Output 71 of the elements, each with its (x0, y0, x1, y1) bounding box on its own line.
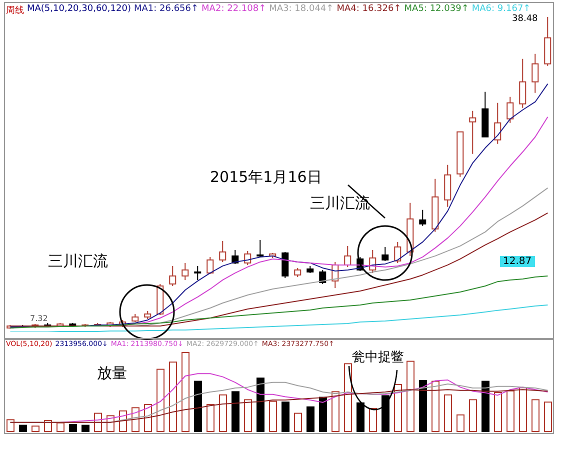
bar (244, 399, 252, 432)
bar (194, 380, 202, 432)
bar (356, 402, 364, 432)
annotation: 7.32 (30, 314, 48, 323)
candlestick (482, 91, 489, 138)
bar (69, 424, 77, 432)
candlestick (194, 265, 202, 280)
bar (32, 426, 40, 432)
text: MA4: 16.326↑ (336, 4, 402, 16)
bar (494, 392, 502, 432)
bar (182, 352, 190, 432)
text: MA2: 22.108↑ (202, 4, 266, 16)
bar (232, 391, 240, 432)
candlestick (519, 58, 526, 108)
text: MA3: 18.044↑ (269, 4, 334, 16)
candlestick (532, 53, 539, 94)
bar (432, 380, 440, 432)
bar (44, 420, 52, 432)
candlestick (419, 209, 426, 226)
bar (206, 404, 214, 432)
bar (369, 408, 377, 432)
annotation: 三川汇流 (48, 252, 108, 271)
candlestick (182, 262, 189, 280)
bar (269, 400, 277, 432)
bar (256, 378, 264, 432)
candlestick (432, 178, 439, 232)
bar (219, 394, 227, 432)
candlestick (256, 239, 264, 258)
bar (6, 419, 14, 432)
candlestick (219, 240, 226, 262)
bar (319, 396, 327, 432)
annotation: 12.87 (500, 256, 535, 267)
bar (506, 390, 514, 432)
bar (382, 395, 390, 432)
bar (469, 399, 477, 432)
candlestick (494, 102, 502, 144)
bar (294, 412, 302, 432)
bar (519, 387, 527, 432)
text: MA5: 12.039↑ (404, 4, 469, 16)
annotation: 瓮中捉鳖 (352, 349, 404, 366)
bar (306, 406, 314, 432)
chart-title: 周线 (6, 4, 24, 17)
bar (456, 414, 464, 432)
bar (406, 360, 414, 432)
chart-subtitle: MA(5,10,20,30,60,120) (27, 4, 131, 16)
bar (394, 384, 402, 432)
annotation: 38.48 (512, 14, 538, 24)
bar (19, 424, 27, 432)
bar (419, 380, 427, 432)
text: MA6: 9.167↑ (472, 4, 531, 14)
bar (444, 394, 452, 432)
text: MA1: 26.656↑ (134, 4, 199, 16)
candlestick (382, 246, 389, 262)
bar (82, 424, 90, 432)
bar (544, 402, 552, 432)
bar (532, 399, 540, 432)
bar (344, 363, 352, 432)
annotation: 放量 (97, 364, 127, 383)
candlestick (444, 164, 452, 208)
bar (156, 368, 164, 432)
bar (482, 380, 490, 432)
annotation: 2015年1月16日 (210, 168, 322, 187)
candlestick (344, 245, 352, 268)
bar (169, 362, 177, 432)
bar (56, 422, 64, 432)
candlestick (169, 265, 176, 286)
bar (332, 391, 340, 432)
candlestick (469, 110, 476, 154)
candlestick (544, 17, 552, 66)
candlestick (506, 96, 514, 124)
bar (282, 402, 290, 432)
